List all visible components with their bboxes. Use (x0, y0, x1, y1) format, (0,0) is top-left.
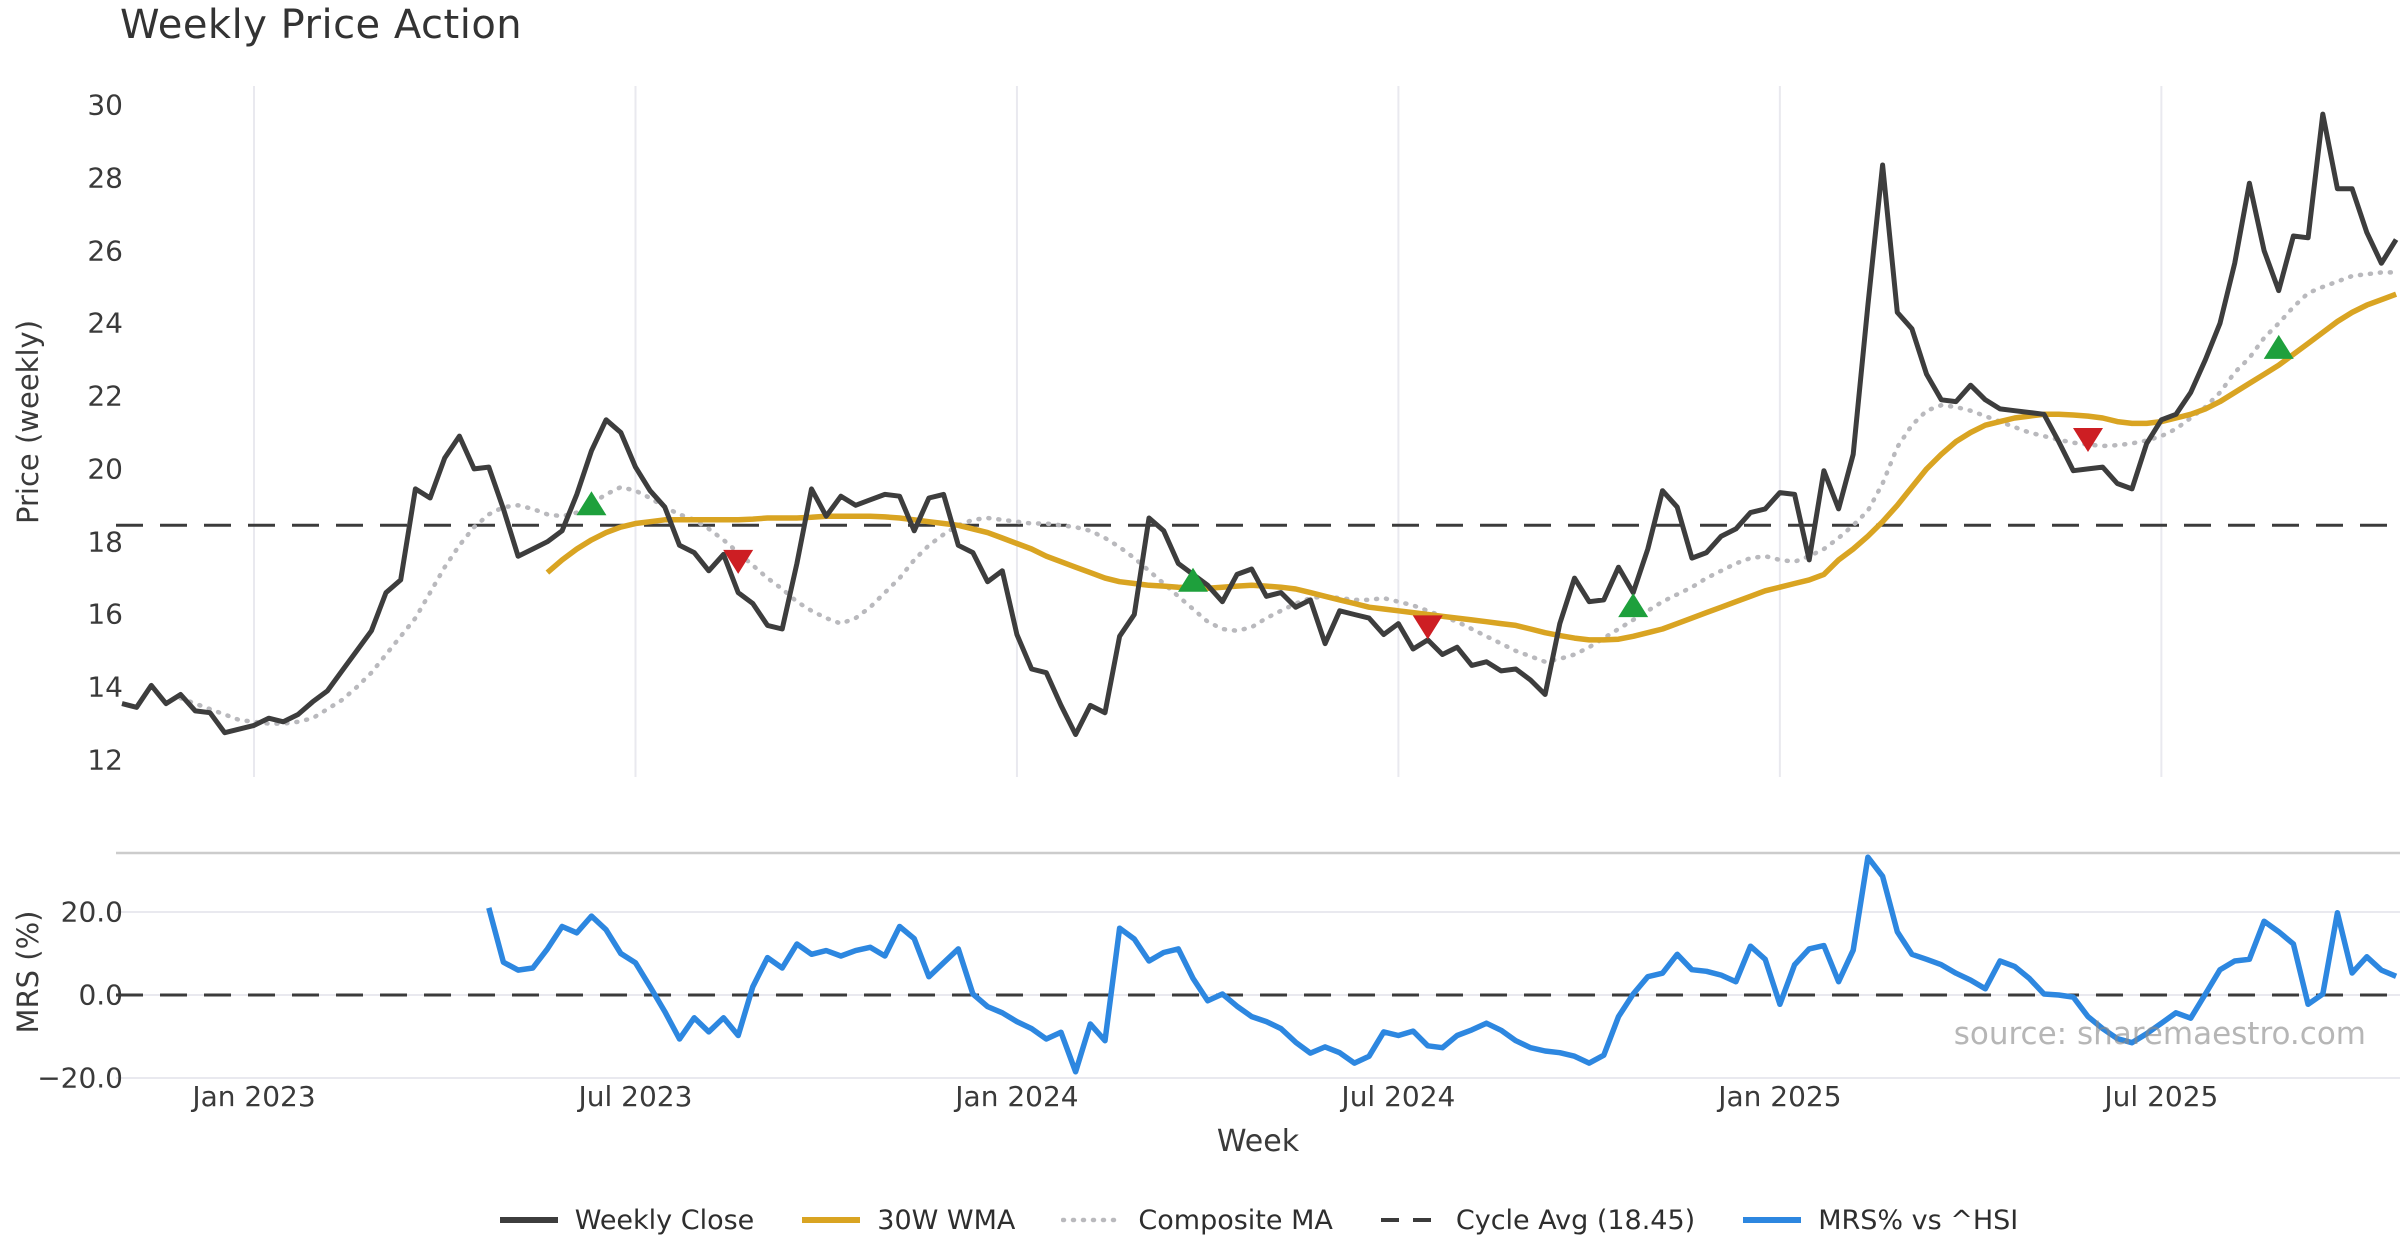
legend-swatch-mrs (1743, 1217, 1802, 1223)
legend-label-weekly-close: Weekly Close (574, 1204, 755, 1236)
legend-item-weekly-close: Weekly Close (498, 1204, 755, 1236)
legend-swatch-wma (802, 1217, 861, 1223)
x-tick-jan-2025: Jan 2025 (1718, 1080, 1842, 1113)
sell-triangle-icon (723, 549, 754, 574)
legend-label-composite-ma: Composite MA (1138, 1204, 1333, 1236)
x-axis-label: Week (1216, 1124, 1300, 1159)
wma-line (545, 291, 2398, 643)
buy-triangle-icon (576, 491, 607, 516)
price-tick-20: 20 (87, 452, 123, 486)
x-tick-jul-2025: Jul 2025 (2104, 1080, 2219, 1113)
legend-label-mrs: MRS% vs ^HSI (1818, 1204, 2019, 1236)
mrs-tick-20: 20.0 (60, 895, 123, 929)
sell-triangle-icon (1412, 615, 1443, 640)
legend-swatch-cycle-avg (1380, 1218, 1439, 1222)
legend-label-wma: 30W WMA (877, 1204, 1016, 1236)
mrs-line (486, 854, 2398, 1075)
chart-title: Weekly Price Action (120, 2, 523, 48)
mrs-tick-0: 0.0 (78, 978, 123, 1012)
buy-signal-markers (576, 334, 2294, 618)
x-tick-jan-2023: Jan 2023 (192, 1080, 316, 1113)
sell-signal-markers (723, 427, 2103, 640)
sell-triangle-icon (2073, 427, 2103, 452)
price-tick-28: 28 (87, 161, 123, 195)
legend-item-cycle-avg: Cycle Avg (18.45) (1379, 1205, 1695, 1236)
price-tick-22: 22 (87, 379, 123, 413)
price-tick-26: 26 (87, 234, 123, 268)
price-tick-30: 30 (87, 88, 123, 122)
price-tick-14: 14 (87, 670, 123, 704)
mrs-tick--20: −20.0 (37, 1061, 123, 1095)
legend-swatch-weekly-close (499, 1217, 558, 1223)
legend: Weekly Close 30W WMA Composite MA Cycle Avg… (116, 1192, 2400, 1248)
legend-item-wma: 30W WMA (800, 1205, 1015, 1236)
price-axis-label: Price (weekly) (11, 319, 45, 524)
buy-triangle-icon (1618, 593, 1649, 618)
price-tick-16: 16 (87, 597, 123, 631)
x-tick-jul-2023: Jul 2023 (578, 1080, 693, 1113)
price-tick-12: 12 (87, 743, 123, 777)
price-tick-24: 24 (87, 306, 123, 340)
watermark: source: sharemaestro.com (1953, 1016, 2366, 1052)
price-tick-18: 18 (87, 525, 123, 559)
legend-item-mrs: MRS% vs ^HSI (1741, 1205, 2018, 1236)
buy-triangle-icon (2263, 334, 2294, 359)
buy-triangle-icon (1178, 567, 1209, 592)
vertical-gridlines (253, 86, 2163, 777)
weekly-close-line (121, 111, 2399, 737)
legend-swatch-composite-ma (1061, 1217, 1124, 1223)
x-tick-jan-2024: Jan 2024 (955, 1080, 1079, 1113)
legend-label-cycle-avg: Cycle Avg (18.45) (1455, 1204, 1696, 1236)
legend-item-composite-ma: Composite MA (1061, 1204, 1333, 1236)
x-tick-jul-2024: Jul 2024 (1341, 1080, 1456, 1113)
composite-ma-line (178, 270, 2399, 726)
